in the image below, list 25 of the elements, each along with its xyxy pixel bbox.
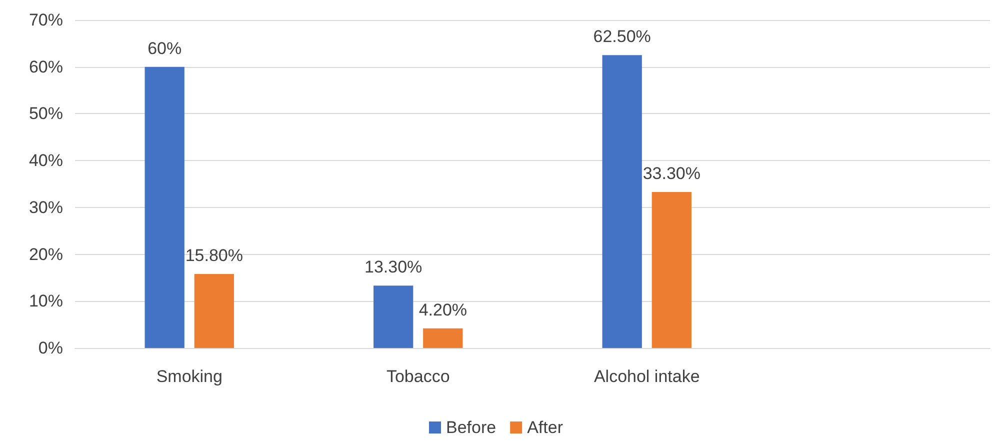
bar [374, 286, 414, 348]
y-tick-label: 30% [28, 198, 63, 217]
bar [602, 55, 642, 348]
y-tick-label: 40% [28, 151, 63, 170]
y-tick-label: 0% [38, 338, 63, 358]
y-tick-label: 70% [28, 10, 63, 30]
data-label: 62.50% [593, 27, 651, 46]
y-tick-label: 10% [28, 292, 63, 311]
y-tick-label: 20% [28, 244, 63, 264]
bar [194, 274, 234, 348]
y-tick-label: 50% [28, 104, 63, 124]
data-label: 4.20% [418, 300, 468, 320]
data-label: 13.30% [364, 258, 422, 277]
bar [652, 192, 692, 348]
bar [144, 66, 184, 348]
legend-label: After [527, 418, 564, 437]
data-label: 60% [148, 38, 182, 58]
x-tick-label: Tobacco [386, 367, 450, 386]
y-tick-label: 60% [28, 57, 63, 76]
x-tick-label: Smoking [156, 367, 222, 386]
data-label: 33.30% [642, 164, 700, 183]
data-label: 15.80% [185, 246, 243, 265]
x-tick-label: Alcohol intake [594, 367, 700, 386]
bar [423, 328, 463, 348]
legend-label: Before [446, 418, 496, 437]
